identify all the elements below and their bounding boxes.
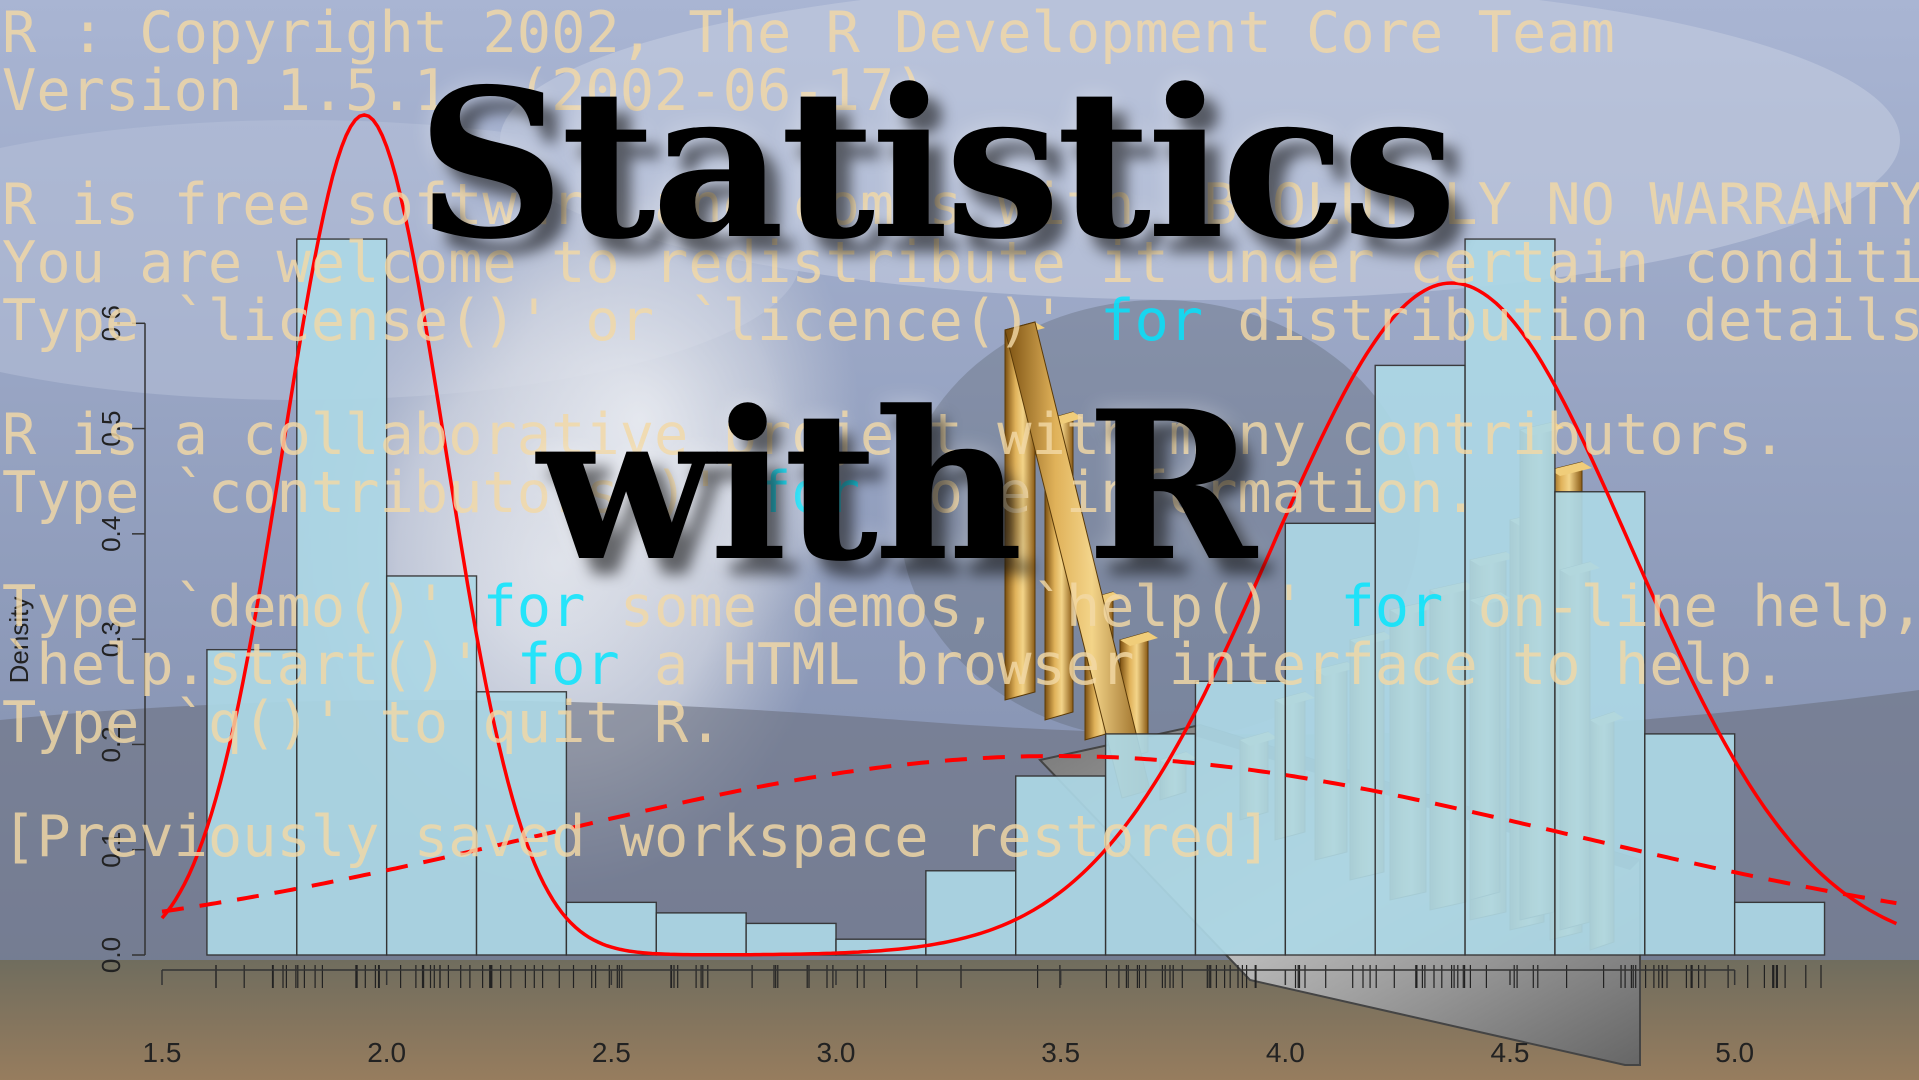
console-line: [Previously saved workspace restored] — [2, 802, 1272, 872]
histogram-bar — [1194, 680, 1287, 956]
console-text: Version 1.5.1 (2002-06-17) — [2, 58, 929, 124]
y-axis-label: Density — [4, 597, 34, 684]
console-text: R is free software and comes with ABSOLU… — [2, 172, 1919, 238]
console-text: `help.start()' — [2, 632, 517, 698]
y-tick-label: 0.5 — [96, 410, 126, 446]
console-text: more information. — [859, 460, 1478, 526]
title-line-2: with R — [537, 367, 1257, 607]
console-line: Version 1.5.1 (2002-06-17) — [2, 56, 929, 126]
console-text: Type `contributors()' — [2, 460, 757, 526]
console-text: distribution details. — [1203, 288, 1919, 354]
x-tick-label: 4.5 — [1491, 1037, 1530, 1068]
console-line: You are welcome to redistribute it under… — [2, 228, 1919, 298]
console-keyword: for — [516, 632, 620, 698]
x-tick-label: 3.0 — [817, 1037, 856, 1068]
console-line: Type `demo()' for some demos, `help()' f… — [2, 572, 1919, 642]
console-keyword: for — [1340, 574, 1444, 640]
console-line: R is a collaborative project with many c… — [2, 400, 1786, 470]
console-line: Type `q()' to quit R. — [2, 688, 723, 758]
console-text: R is a collaborative project with many c… — [2, 402, 1787, 468]
y-tick-label: 0.3 — [96, 621, 126, 657]
y-tick-label: 0.4 — [96, 516, 126, 552]
x-tick-label: 5.0 — [1715, 1037, 1754, 1068]
console-line: R is free software and comes with ABSOLU… — [2, 170, 1919, 240]
histogram-chart: 1.5 2.0 2.5 3.0 3.5 4.0 4.5 5.0 0.0 0.1 0.2 0.3 0.4 0… — [4, 113, 1898, 1068]
x-tick-label: 3.5 — [1041, 1037, 1080, 1068]
x-tick-label: 4.0 — [1266, 1037, 1305, 1068]
histogram-bar — [1374, 364, 1466, 956]
console-keyword: for — [482, 574, 586, 640]
console-keyword: for — [1100, 288, 1204, 354]
console-text: a HTML browser interface to help. — [619, 632, 1787, 698]
console-text: You are welcome to redistribute it under… — [2, 230, 1919, 296]
histogram-bar — [1554, 491, 1646, 956]
x-tick-label: 2.0 — [367, 1037, 406, 1068]
x-tick-label: 2.5 — [592, 1037, 631, 1068]
title-line-1: Statistics — [416, 45, 1457, 285]
kernel-density-curve — [160, 113, 1898, 957]
console-line: Type `license()' or `licence()' for dist… — [2, 286, 1919, 356]
histogram-bar — [385, 575, 478, 956]
console-text: Type `demo()' — [2, 574, 483, 640]
console-text: some demos, `help()' — [585, 574, 1341, 640]
console-line: R : Copyright 2002, The R Development Co… — [2, 0, 1615, 68]
histogram-bar — [745, 922, 837, 956]
histogram-bar — [925, 870, 1017, 956]
histogram-bar — [655, 912, 747, 956]
console-keyword: for — [756, 460, 860, 526]
console-line: `help.start()' for a HTML browser interf… — [2, 630, 1787, 700]
console-text: on-line help, or — [1477, 574, 1919, 640]
y-tick-label: 0.0 — [96, 937, 126, 973]
console-text: Type `license()' or `licence()' — [2, 288, 1101, 354]
y-tick-label: 0.1 — [96, 832, 126, 868]
histogram-bar — [206, 648, 298, 956]
y-tick-label: 0.6 — [96, 305, 126, 341]
rug-ticks — [215, 965, 1822, 988]
histogram-bar — [1644, 733, 1736, 956]
console-line: Type `contributors()' for more informati… — [2, 458, 1478, 528]
console-text: R : Copyright 2002, The R Development Co… — [2, 0, 1615, 66]
normal-density-curve — [161, 754, 1897, 914]
console-text: [Previously saved workspace restored] — [2, 804, 1272, 870]
console-text: Type `q()' to quit R. — [2, 690, 723, 756]
gold-bar-top — [1120, 632, 1158, 646]
y-tick-label: 0.2 — [96, 726, 126, 762]
x-tick-label: 1.5 — [143, 1037, 182, 1068]
histogram-bar — [1284, 522, 1376, 956]
gold-bar-top — [1550, 462, 1592, 476]
histogram-bar — [1733, 901, 1826, 956]
